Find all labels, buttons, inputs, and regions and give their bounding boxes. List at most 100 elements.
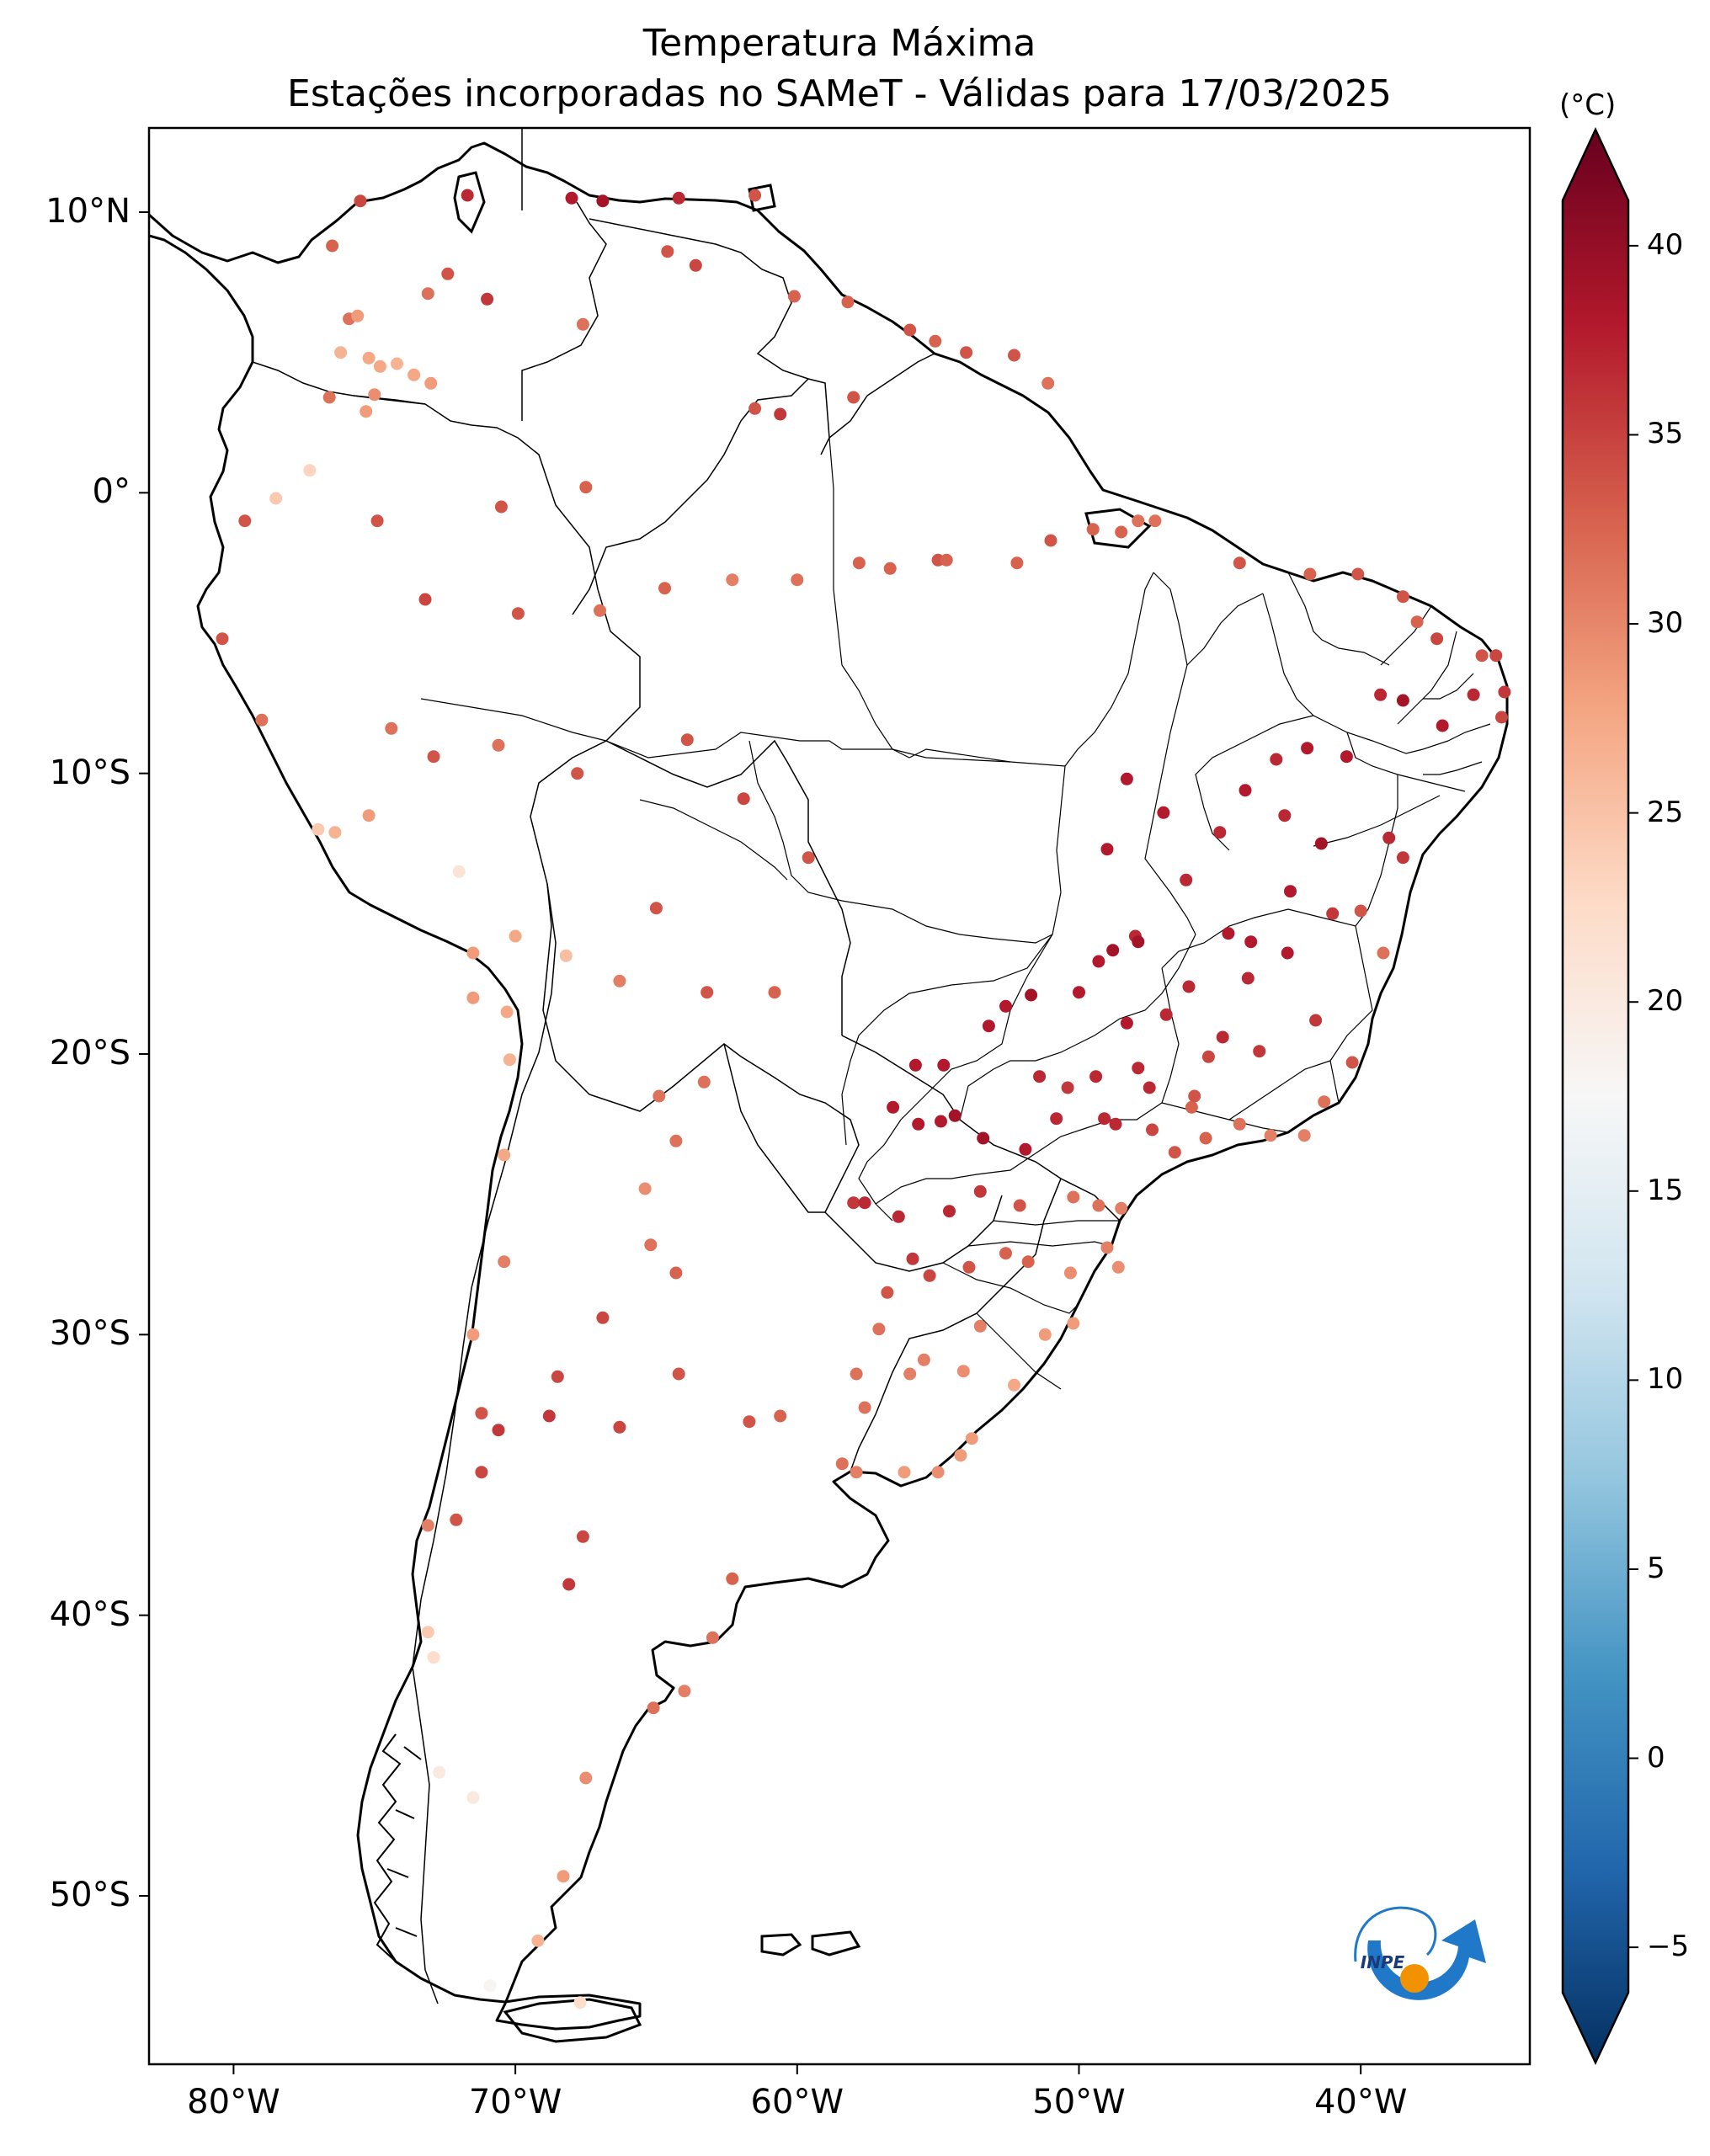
station-point	[466, 1328, 480, 1341]
station-point	[1340, 750, 1353, 764]
station-point	[1326, 907, 1340, 920]
station-point	[1044, 534, 1057, 547]
station-point	[802, 851, 815, 865]
station-point	[965, 1432, 978, 1445]
station-point	[424, 376, 438, 390]
station-point	[1086, 523, 1100, 536]
station-point	[503, 1053, 516, 1067]
colorbar-tick-label: 40	[1647, 227, 1684, 262]
station-point	[551, 1370, 564, 1383]
station-point	[678, 1685, 691, 1698]
station-point	[1100, 1241, 1114, 1254]
colorbar-unit-label: (°C)	[1559, 88, 1617, 122]
station-point	[1436, 719, 1449, 732]
station-point	[1354, 904, 1367, 918]
colorbar-tick-label: 25	[1647, 795, 1684, 829]
station-point	[452, 865, 466, 878]
station-point	[680, 733, 694, 747]
station-point	[559, 949, 573, 962]
station-point	[368, 388, 381, 402]
station-point	[441, 267, 455, 280]
station-point	[748, 402, 762, 415]
station-point	[427, 750, 440, 764]
station-point	[1061, 1081, 1074, 1094]
station-point	[960, 346, 973, 359]
station-point	[1008, 349, 1020, 362]
station-point	[1281, 946, 1294, 960]
colorbar-tick-label: 5	[1647, 1551, 1665, 1585]
longitude-tick-label: 40°W	[1313, 2083, 1408, 2121]
station-point	[973, 1184, 987, 1198]
latitude-tick-label: 20°S	[49, 1034, 131, 1073]
station-point	[408, 368, 421, 381]
station-point	[689, 258, 702, 272]
station-point	[1284, 885, 1297, 898]
station-point	[977, 1131, 990, 1145]
station-point	[841, 295, 855, 309]
station-point	[498, 1148, 511, 1162]
station-point	[562, 1578, 576, 1591]
station-point	[1233, 1117, 1246, 1131]
station-point	[1106, 944, 1120, 957]
station-point	[483, 1979, 497, 1993]
station-point	[1188, 1089, 1201, 1103]
station-point	[872, 1323, 886, 1336]
map-frame	[147, 126, 1532, 2066]
station-point	[903, 1367, 917, 1381]
station-point	[421, 1519, 434, 1532]
latitude-tick-marks	[139, 211, 149, 1897]
station-point	[892, 1210, 905, 1223]
station-point	[917, 1353, 930, 1366]
station-point	[774, 407, 787, 421]
latitude-tick-label: 10°N	[45, 192, 131, 231]
station-point	[1120, 772, 1133, 785]
station-point	[1148, 514, 1162, 528]
station-points	[216, 189, 1511, 2010]
station-point	[748, 189, 762, 202]
station-point	[1067, 1190, 1080, 1204]
station-point	[1159, 1008, 1173, 1021]
station-point	[1115, 1201, 1128, 1215]
station-point	[638, 1182, 652, 1195]
station-point	[906, 1252, 919, 1265]
station-point	[923, 1269, 936, 1282]
chilean-fjords-outline	[373, 1733, 422, 1962]
inpe-logo-orbit	[1354, 1906, 1437, 1962]
colorbar-gradient	[1561, 127, 1630, 2065]
tierra-del-fuego-outline	[503, 1998, 642, 2043]
station-point	[908, 1058, 922, 1072]
station-point	[1109, 1117, 1122, 1131]
inpe-logo-sun-dot	[1400, 1964, 1429, 1993]
station-point	[697, 1075, 711, 1089]
maracaibo-lake-outline	[453, 171, 486, 234]
station-point	[328, 826, 342, 839]
station-point	[255, 713, 269, 727]
station-point	[1297, 1129, 1311, 1142]
colorbar-tick-label: 0	[1647, 1740, 1665, 1775]
station-point	[1233, 556, 1246, 570]
title-line-1: Temperatura Máxima	[642, 22, 1036, 65]
station-point	[954, 1449, 967, 1462]
station-point	[1115, 525, 1128, 539]
station-point	[982, 1019, 995, 1033]
station-point	[850, 1466, 863, 1479]
station-point	[1019, 1142, 1032, 1156]
station-point	[1092, 955, 1105, 968]
marajo-island-outline	[1084, 508, 1152, 549]
station-point	[421, 287, 434, 301]
station-point	[701, 986, 714, 999]
station-point	[216, 632, 229, 646]
station-point	[1100, 843, 1114, 856]
station-point	[743, 1415, 756, 1429]
station-point	[494, 500, 508, 514]
station-point	[1120, 1016, 1133, 1030]
station-point	[571, 767, 584, 780]
station-point	[492, 1424, 505, 1437]
station-point	[481, 292, 494, 306]
station-point	[1050, 1112, 1063, 1126]
station-point	[940, 553, 953, 567]
station-point	[385, 721, 398, 735]
station-point	[1201, 1050, 1215, 1063]
station-point	[1180, 873, 1193, 886]
station-point	[303, 464, 317, 477]
